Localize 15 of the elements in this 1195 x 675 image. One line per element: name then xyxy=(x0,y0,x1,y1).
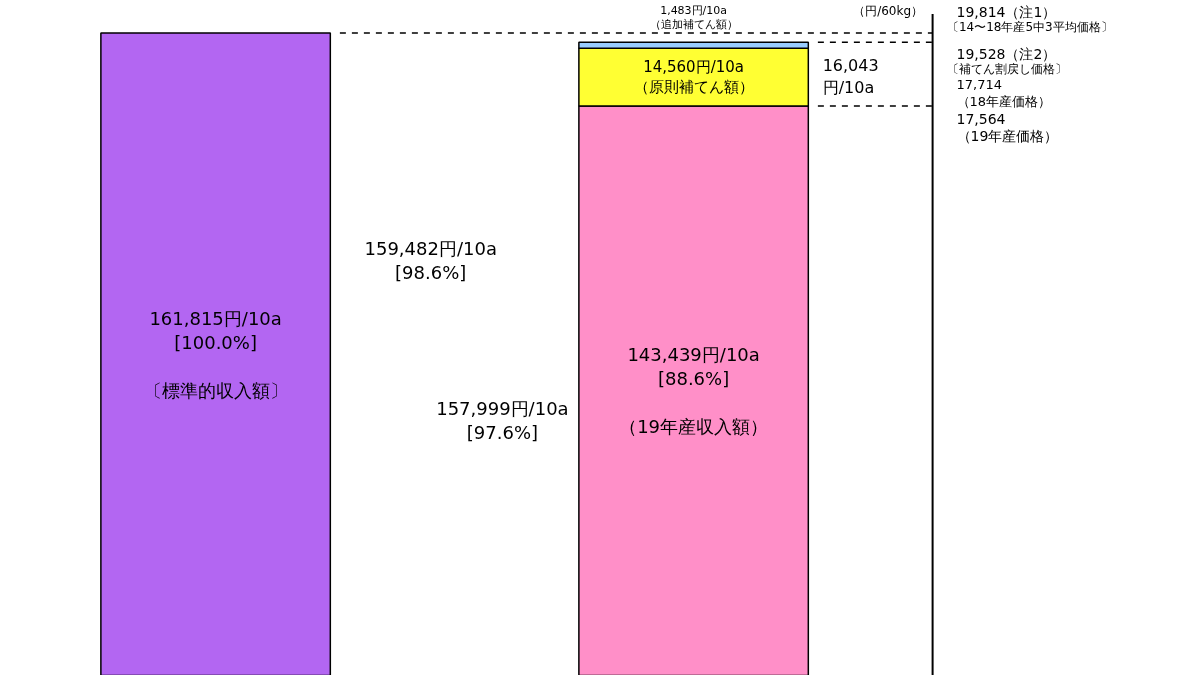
annotation: 〔補てん割戻し価格〕 xyxy=(946,61,1067,76)
ref-line-label: 19,814（注1） xyxy=(956,3,1057,20)
annotation: 16,043 円/10a xyxy=(822,56,879,97)
text: 143,439円/10a [88.6%] （19年産収入額） xyxy=(619,344,769,438)
annotation: 17,714 （18年産価格） xyxy=(956,76,1052,109)
text: 161,815円/10a [100.0%] 〔標準的収入額〕 xyxy=(143,307,288,401)
annotation: 〔14〜18年産5中3平均価格〕 xyxy=(946,19,1113,34)
ref-line-label: 19,528（注2） xyxy=(956,45,1057,62)
data-label: 1,483円/10a （追加補てん額） xyxy=(649,3,738,31)
bar xyxy=(100,32,332,675)
annotation: 159,482円/10a [98.6%] xyxy=(364,237,497,284)
data-label: 14,560円/10a （原則補てん額） xyxy=(633,57,754,97)
annotation: 157,999円/10a [97.6%] xyxy=(436,397,569,444)
ref-line-label: 17,564 （19年産価格） xyxy=(956,110,1059,145)
annotation: （円/60kg） xyxy=(853,3,924,18)
